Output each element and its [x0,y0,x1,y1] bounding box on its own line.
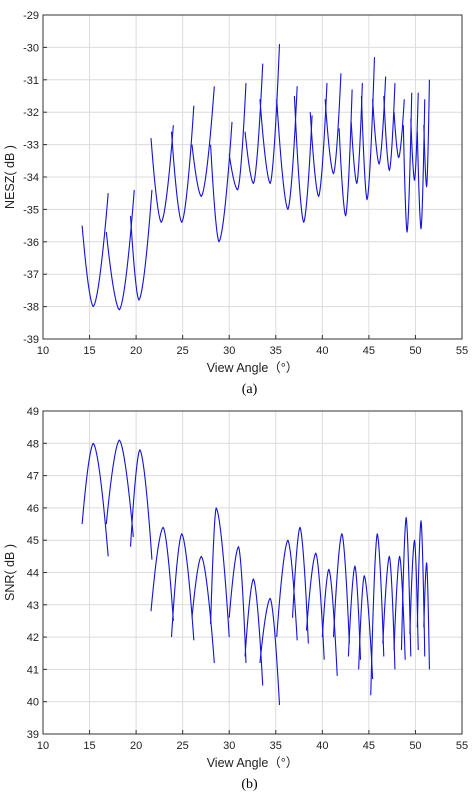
data-curve-segment [81,442,109,557]
x-tick-label: 55 [456,345,468,357]
data-curve-segment [350,83,363,185]
y-tick-label: 49 [27,406,39,418]
x-tick-label: 30 [223,345,235,357]
y-tick-label: -32 [23,107,39,119]
y-tick-label: 44 [27,568,39,580]
data-curve-segment [347,565,362,660]
data-curve-segment [372,76,387,165]
data-curve-segment [324,73,342,175]
panel-caption: (b) [241,777,258,792]
x-tick-label: 35 [270,345,282,357]
x-tick-label: 10 [37,345,49,357]
data-curve-segment [244,63,264,185]
panel-b-snr-chart: 10 15 20 25 30 35 40 45 50 55 49 48 47 46 45 44 43 42 41 40… [3,406,468,792]
data-curve-segment [358,575,374,680]
x-tick-label: 25 [177,740,189,752]
y-tick-label: -31 [23,75,39,87]
y-tick-label: -36 [23,237,39,249]
data-curve-segment [105,439,134,538]
data-curve-segment [338,89,353,217]
x-tick-label: 55 [456,740,468,752]
data-curve-segment [170,105,195,223]
x-tick-label: 35 [270,740,282,752]
y-tick-label: 42 [27,632,39,644]
data-curve-segment [210,121,233,243]
data-curve-segment [360,57,376,201]
y-tick-label: -37 [23,269,39,281]
data-curve-segment [321,568,338,676]
data-curve-segment [259,44,281,185]
y-tick-label: -33 [23,140,39,152]
data-curve-segment [191,86,215,197]
data-curve-segment [402,92,413,233]
y-axis-label: NESZ( dB ) [3,145,17,209]
data-curve-segment [309,83,328,197]
data-curve-segment [228,83,247,191]
x-axis-label: View Angle（°） [207,361,299,375]
data-curve-segment [400,517,412,657]
x-tick-label: 40 [316,740,328,752]
data-curve-segment [105,189,135,311]
y-tick-label: 39 [27,729,39,741]
x-tick-label: 40 [316,345,328,357]
y-tick-label: 46 [27,503,39,515]
data-curve-segment [409,539,419,651]
x-tick-label: 30 [223,740,235,752]
y-tick-label: -30 [23,42,39,54]
data-curve-segment [423,79,430,188]
x-tick-label: 10 [37,740,49,752]
x-tick-label: 45 [363,345,375,357]
data-curve-segment [81,193,109,308]
x-tick-label: 50 [409,740,421,752]
y-tick-label: 47 [27,471,39,483]
data-curve-segment [305,552,325,660]
data-curve-segment [150,125,174,223]
data-curve-segment [382,555,396,670]
x-tick-label: 45 [363,740,375,752]
data-curve-segment [393,99,405,159]
data-curve-segment [293,95,313,223]
x-tick-label: 15 [83,345,95,357]
x-tick-label: 25 [177,345,189,357]
data-curve-segment [291,526,309,644]
y-tick-label: -39 [23,334,39,346]
data-curve-segment [383,83,396,172]
data-curve-segment [170,533,195,641]
data-curve-segment [393,555,406,660]
y-tick-label: 41 [27,664,39,676]
y-tick-label: -35 [23,204,39,216]
data-curve-segment [129,449,153,560]
y-tick-label: 48 [27,438,39,450]
data-curve-segment [129,189,153,301]
data-curve-segment [416,99,426,230]
y-axis-label: SNR( dB ) [3,544,17,601]
x-axis-label: View Angle（°） [207,756,299,770]
x-tick-label: 50 [409,345,421,357]
data-curve-segment [416,520,426,657]
data-curve-segment [332,533,350,644]
plot-frame [42,14,463,340]
y-tick-label: 40 [27,697,39,709]
data-curve-segment [423,562,430,670]
x-tick-label: 15 [83,740,95,752]
data-curve-segment [244,578,264,686]
x-tick-label: 20 [130,740,142,752]
data-curve-segment [150,526,174,621]
x-tick-label: 20 [130,345,142,357]
y-tick-label: -29 [23,10,39,22]
panel-caption: (a) [242,382,258,397]
panel-a-nesz-chart: 10 15 20 25 30 35 40 45 50 55 -29 -30 -31 -32 -33 -34 -3… [3,10,468,397]
y-tick-label: -34 [23,172,39,184]
data-curve-segment [191,555,215,663]
data-curve-segment [228,546,247,663]
y-tick-label: -38 [23,302,39,314]
data-curve-segment [276,86,298,210]
data-curve-segment [370,533,385,696]
plot-frame [42,410,463,735]
data-curve-segment [210,507,230,638]
y-tick-label: 43 [27,600,39,612]
y-tick-label: 45 [27,535,39,547]
data-curve-segment [259,597,281,705]
